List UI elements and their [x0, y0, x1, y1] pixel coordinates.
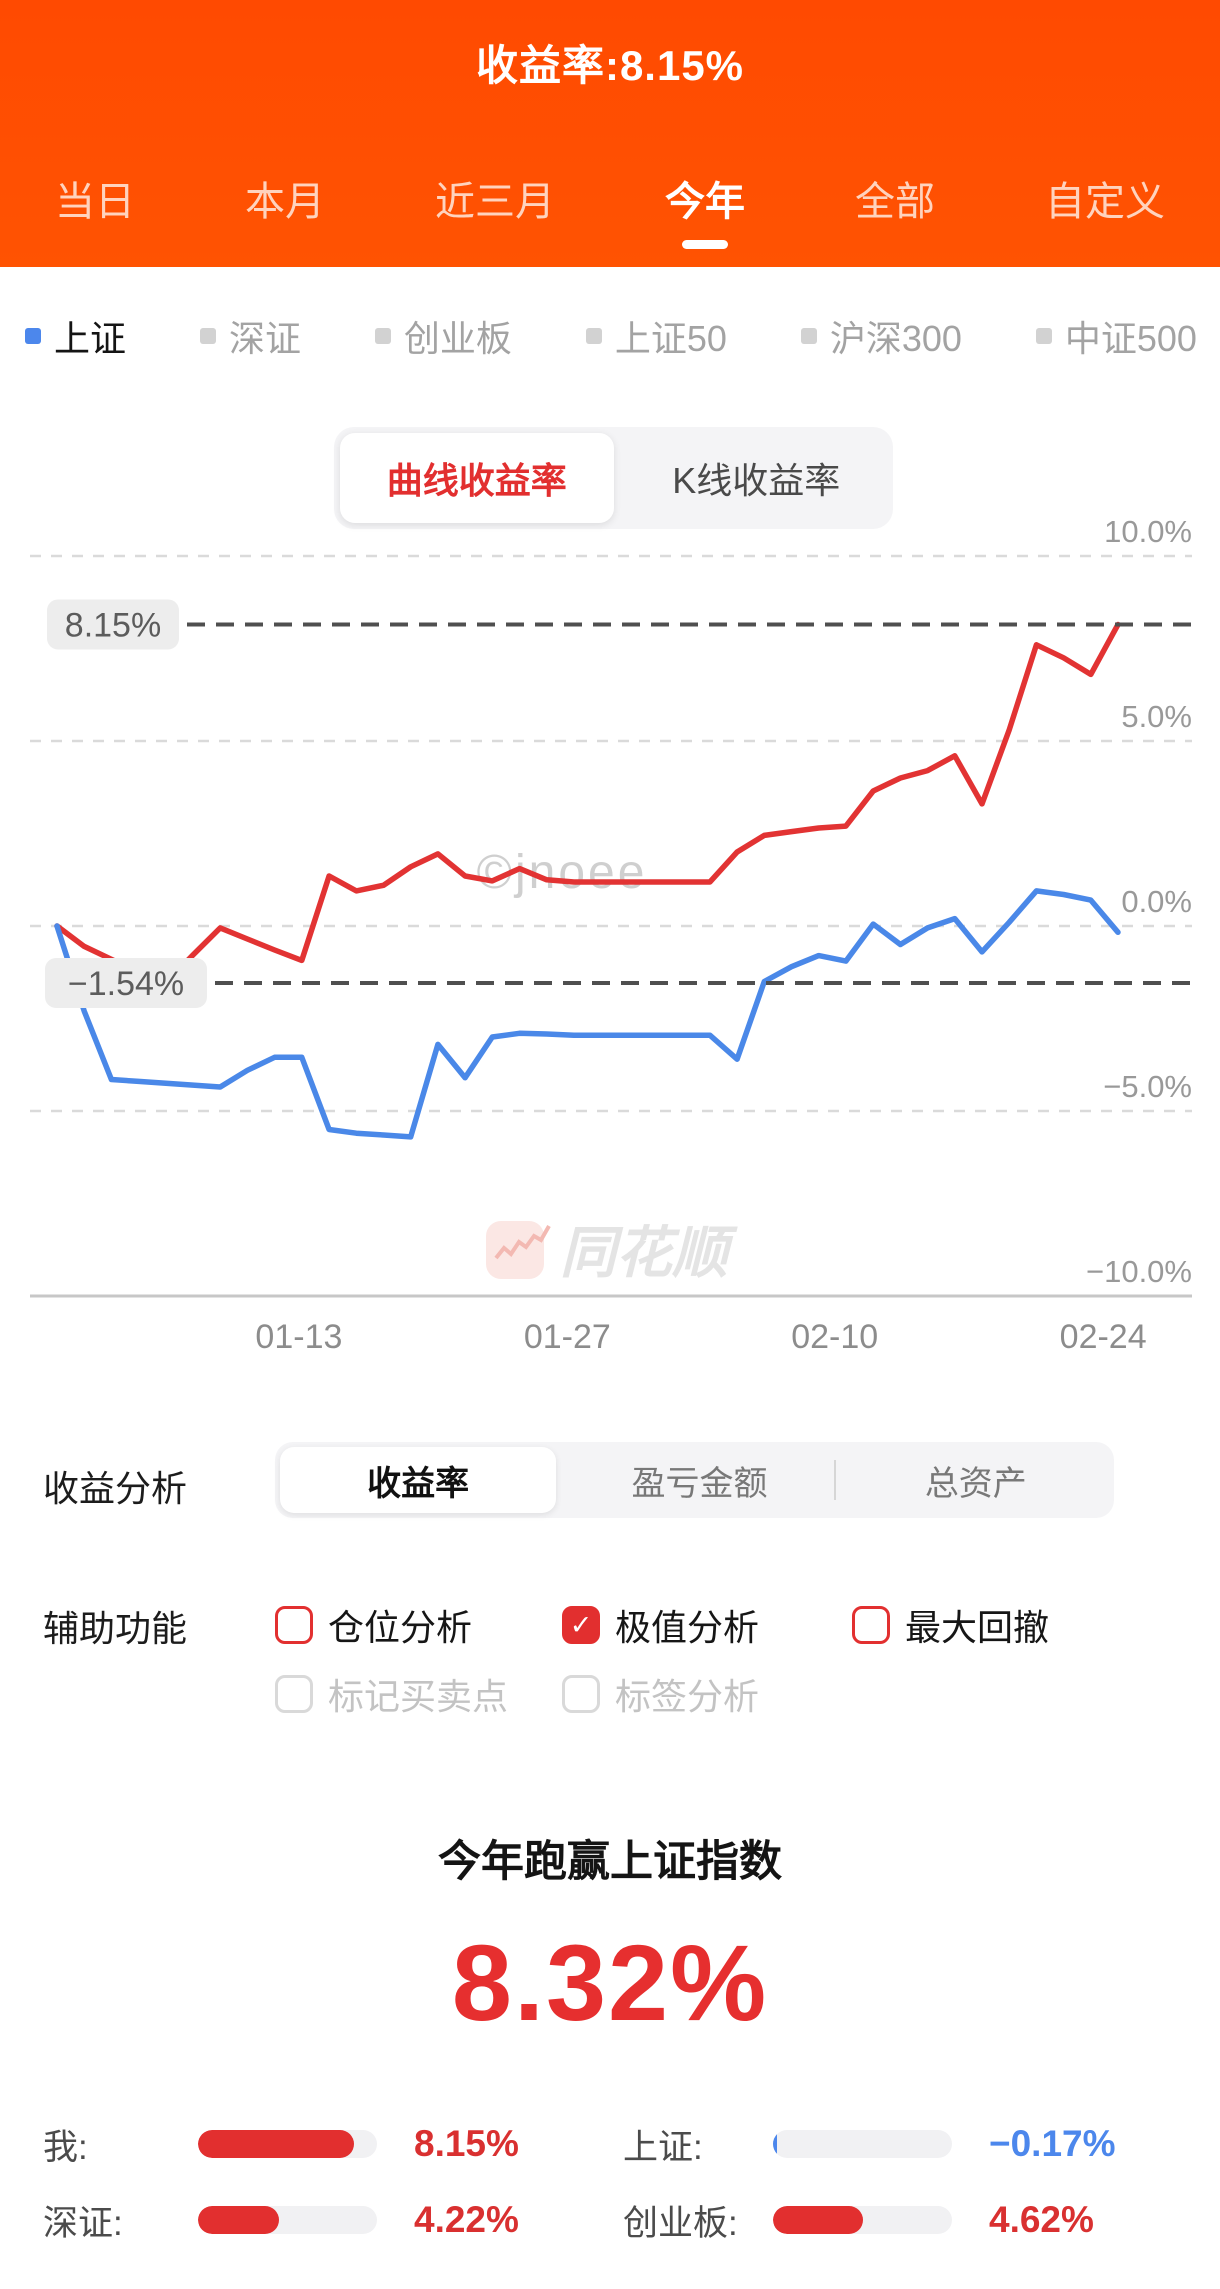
y-tick-label: −10.0% — [1086, 1254, 1192, 1289]
stat-bar-fill — [198, 2130, 354, 2158]
checkbox-max-drawdown[interactable]: ✓ 最大回撤 — [852, 1599, 1049, 1651]
stat-value-chinext: 4.62% — [989, 2199, 1094, 2240]
legend-label: 中证500 — [1064, 318, 1197, 359]
tab-custom[interactable]: 自定义 — [1045, 180, 1165, 224]
legend-swatch-icon — [199, 328, 216, 344]
checkbox-icon: ✓ — [852, 1606, 890, 1644]
index-legend: 上证 深证 创业板 上证50 沪深300 中证500 — [25, 314, 1197, 359]
annotation-label: −1.54% — [68, 965, 184, 1003]
legend-item-shenzhen[interactable]: 深证 — [199, 310, 301, 362]
legend-label: 创业板 — [403, 318, 512, 359]
watermark-jnoee: ©jnoee — [477, 846, 648, 899]
series-line-shanghai-index — [54, 888, 1121, 1140]
legend-label: 深证 — [228, 318, 301, 359]
tab-three-months[interactable]: 近三月 — [435, 180, 555, 224]
tab-today[interactable]: 当日 — [55, 180, 135, 224]
legend-swatch-icon — [25, 328, 41, 344]
legend-swatch-icon — [1035, 328, 1052, 344]
checkbox-label: 最大回撤 — [905, 1607, 1050, 1648]
analysis-section-label: 收益分析 — [43, 1468, 188, 1509]
stat-value-me: 8.15% — [414, 2123, 519, 2164]
legend-item-sse50[interactable]: 上证50 — [585, 310, 727, 362]
legend-label: 沪深300 — [829, 318, 962, 359]
stat-bar-fill — [773, 2130, 778, 2158]
stat-bar-shenzhen — [198, 2206, 377, 2234]
stat-value-shanghai: −0.17% — [989, 2123, 1116, 2164]
checkbox-checked-icon: ✓ — [562, 1606, 600, 1644]
y-tick-label: 0.0% — [1121, 884, 1192, 919]
summary-value: 8.32% — [451, 1922, 769, 2043]
analysis-metric-tabs: 收益率 盈亏金额 总资产 — [275, 1442, 1114, 1518]
stat-label-me: 我: — [43, 2127, 88, 2167]
legend-label: 上证50 — [614, 318, 727, 359]
legend-label: 上证 — [54, 318, 127, 359]
annotation-label-box — [47, 599, 179, 650]
chart-type-toggle: 曲线收益率 K线收益率 — [334, 427, 893, 529]
stat-label-shenzhen: 深证: — [43, 2203, 123, 2243]
checkbox-disabled-icon: ✓ — [562, 1675, 600, 1713]
tab-all[interactable]: 全部 — [855, 180, 935, 224]
toggle-curve-returns[interactable]: 曲线收益率 — [340, 433, 614, 523]
divider — [834, 1460, 836, 1500]
checkbox-label: 标签分析 — [615, 1676, 760, 1717]
annotation-label: 8.15% — [65, 606, 161, 644]
aux-section-label: 辅助功能 — [43, 1608, 188, 1649]
stat-bar-shanghai — [773, 2130, 952, 2158]
summary-caption: 今年跑赢上证指数 — [438, 1838, 782, 1886]
toggle-kline-returns[interactable]: K线收益率 — [672, 460, 841, 501]
checkbox-tag-analysis[interactable]: ✓ 标签分析 — [562, 1668, 759, 1720]
stat-bar-chinext — [773, 2206, 952, 2234]
checkbox-extreme-analysis[interactable]: ✓ 极值分析 — [562, 1599, 759, 1651]
checkbox-label: 极值分析 — [615, 1607, 760, 1648]
y-tick-label: 10.0% — [1104, 514, 1192, 549]
checkbox-position-analysis[interactable]: ✓ 仓位分析 — [275, 1599, 472, 1651]
legend-swatch-icon — [374, 328, 391, 344]
tab-return-rate[interactable]: 收益率 — [280, 1447, 557, 1513]
page-title: 收益率:8.15% — [475, 42, 745, 89]
checkbox-mark-trade-points[interactable]: ✓ 标记买卖点 — [275, 1668, 508, 1720]
period-tab-bar: 当日 本月 近三月 今年 全部 自定义 — [0, 168, 1220, 228]
checkbox-label: 仓位分析 — [328, 1607, 473, 1648]
stat-bar-me — [198, 2130, 377, 2158]
tab-this-year[interactable]: 今年 — [665, 169, 745, 227]
stat-value-shenzhen: 4.22% — [414, 2199, 519, 2240]
annotation-label-box — [45, 957, 207, 1008]
y-tick-label: −5.0% — [1103, 1069, 1192, 1104]
checkbox-icon: ✓ — [275, 1606, 313, 1644]
legend-item-hs300[interactable]: 沪深300 — [800, 310, 962, 362]
check-icon: ✓ — [569, 1609, 593, 1640]
tab-total-assets[interactable]: 总资产 — [924, 1464, 1027, 1503]
x-tick-label: 01-27 — [524, 1318, 611, 1356]
tab-profit-amount[interactable]: 盈亏金额 — [631, 1464, 768, 1503]
legend-swatch-icon — [800, 328, 817, 344]
stat-label-chinext: 创业板: — [623, 2203, 738, 2243]
legend-item-csi500[interactable]: 中证500 — [1035, 310, 1197, 362]
checkbox-disabled-icon: ✓ — [275, 1675, 313, 1713]
ths-logo-candles-icon — [494, 1225, 551, 1260]
stats-grid: 我: 8.15% 上证: −0.17% 深证: 4.22% 创业板: 4.62% — [43, 2123, 1183, 2243]
header: 收益率:8.15% 当日 本月 近三月 今年 全部 自定义 — [0, 0, 1220, 267]
checkbox-label: 标记买卖点 — [328, 1676, 509, 1717]
x-tick-label: 02-10 — [791, 1318, 878, 1356]
stat-bar-fill — [198, 2206, 279, 2234]
stat-label-shanghai: 上证: — [623, 2127, 703, 2167]
tab-this-month[interactable]: 本月 — [245, 180, 325, 224]
watermark-ths-text: 同花顺 — [560, 1221, 738, 1284]
y-tick-label: 5.0% — [1121, 699, 1192, 734]
series-line-my-returns — [54, 621, 1121, 986]
legend-swatch-icon — [585, 328, 602, 344]
x-tick-label: 02-24 — [1060, 1318, 1147, 1356]
legend-item-shanghai[interactable]: 上证 — [25, 310, 126, 362]
stat-bar-fill — [773, 2206, 863, 2234]
x-tick-label: 01-13 — [255, 1318, 342, 1356]
legend-item-chinext[interactable]: 创业板 — [374, 310, 512, 362]
